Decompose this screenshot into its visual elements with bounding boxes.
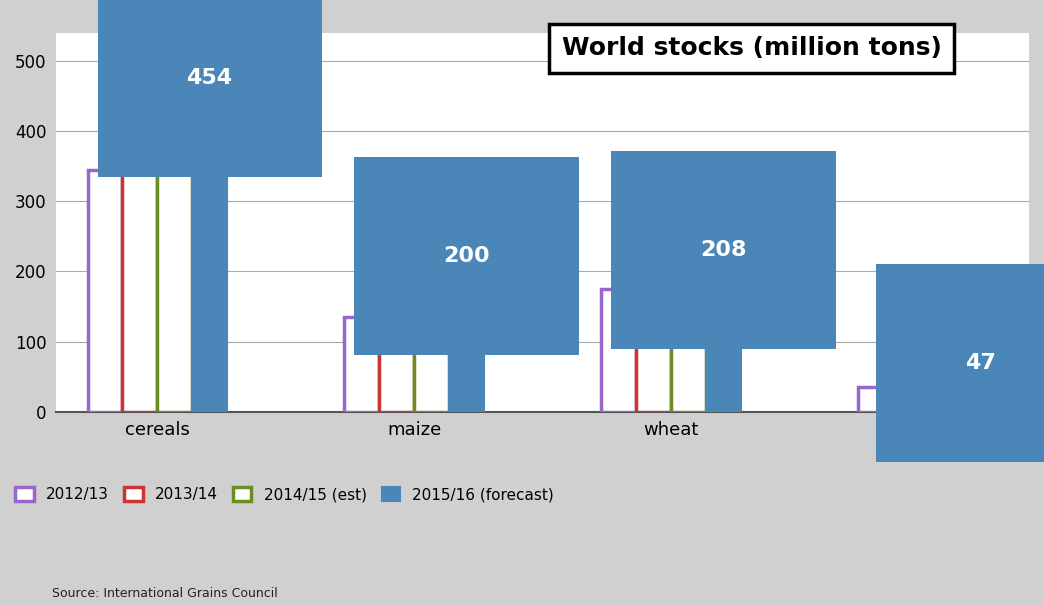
Bar (928, 376, 963, 411)
Text: 47: 47 (965, 353, 996, 373)
Bar (449, 271, 484, 411)
Bar (963, 379, 998, 411)
Bar (414, 264, 449, 411)
Bar (192, 93, 227, 411)
Text: World stocks (million tons): World stocks (million tons) (562, 36, 942, 61)
Bar (122, 121, 158, 411)
Bar (88, 170, 122, 411)
Bar (379, 282, 414, 411)
Bar (636, 278, 671, 411)
Bar (345, 317, 379, 411)
Bar (894, 384, 928, 411)
Bar (158, 96, 192, 411)
Text: 454: 454 (187, 68, 233, 88)
Legend: 2012/13, 2013/14, 2014/15 (est), 2015/16 (forecast): 2012/13, 2013/14, 2014/15 (est), 2015/16… (16, 487, 554, 502)
Bar (706, 266, 741, 411)
Bar (858, 387, 894, 411)
Text: 208: 208 (701, 240, 746, 260)
Bar (601, 289, 636, 411)
Text: Source: International Grains Council: Source: International Grains Council (52, 587, 278, 600)
Bar (671, 268, 706, 411)
Text: 200: 200 (444, 246, 490, 266)
